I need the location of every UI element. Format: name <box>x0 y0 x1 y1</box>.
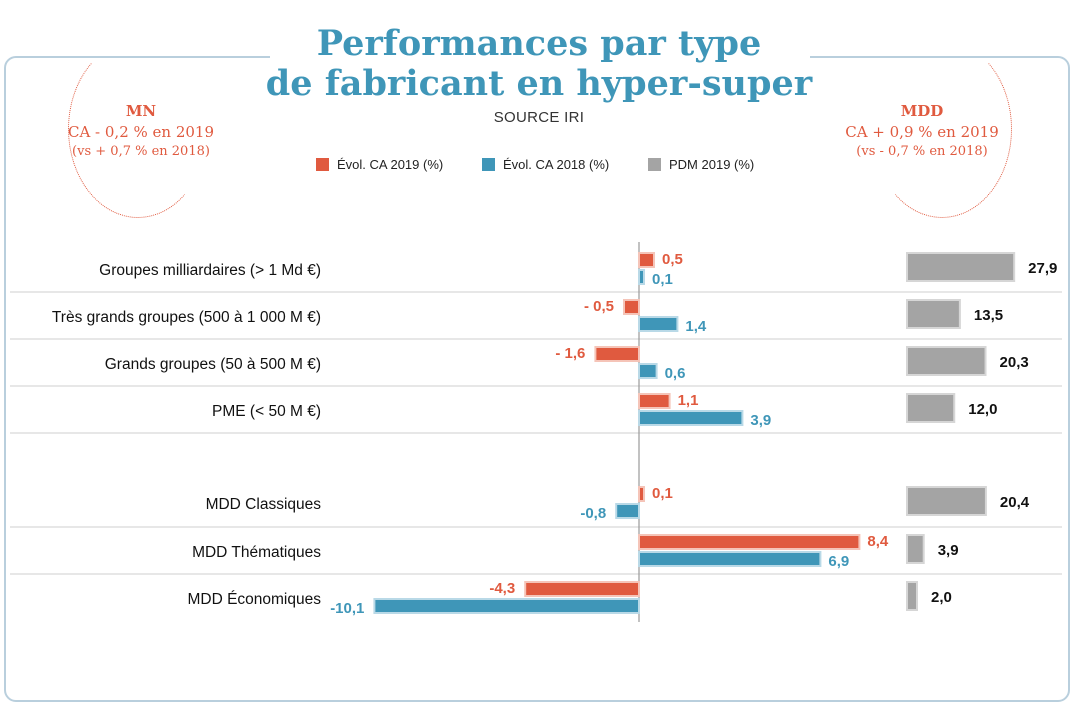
bar-evol-2019 <box>625 301 638 313</box>
value-label-evol-2018: 0,6 <box>665 365 686 382</box>
bar-evol-2019 <box>640 536 859 548</box>
value-label-evol-2019: 0,1 <box>652 485 673 502</box>
value-label-evol-2019: 1,1 <box>678 392 699 409</box>
value-label-pdm-2019: 27,9 <box>1028 260 1057 277</box>
value-label-evol-2018: 1,4 <box>685 318 707 335</box>
bar-evol-2018 <box>640 318 677 330</box>
bar-evol-2018 <box>375 600 638 612</box>
bar-evol-2019 <box>640 395 669 407</box>
category-label: PME (< 50 M €) <box>212 403 321 420</box>
bar-evol-2019 <box>640 488 643 500</box>
mdd-summary: MDD CA + 0,9 % en 2019 (vs - 0,7 % en 20… <box>822 100 1022 162</box>
mn-summary: MN CA - 0,2 % en 2019 (vs + 0,7 % en 201… <box>41 100 241 162</box>
mn-line-1: CA - 0,2 % en 2019 <box>67 123 215 141</box>
chart-source: SOURCE IRI <box>493 109 585 126</box>
value-label-pdm-2019: 3,9 <box>938 542 959 559</box>
legend-item-evol-2018: Évol. CA 2018 (%) <box>482 157 609 172</box>
legend-label-evol-2019: Évol. CA 2019 (%) <box>337 157 444 172</box>
value-label-pdm-2019: 13,5 <box>974 307 1003 324</box>
bar-pdm-2019 <box>908 254 1014 280</box>
bar-pdm-2019 <box>908 301 959 327</box>
mn-line-2: (vs + 0,7 % en 2018) <box>72 144 210 159</box>
bar-evol-2018 <box>640 365 656 377</box>
legend-label-pdm-2019: PDM 2019 (%) <box>669 157 755 172</box>
bar-evol-2018 <box>617 505 638 517</box>
value-label-evol-2018: -0,8 <box>580 505 606 522</box>
legend-item-pdm-2019: PDM 2019 (%) <box>648 157 754 172</box>
legend-item-evol-2019: Évol. CA 2019 (%) <box>316 157 443 172</box>
value-label-evol-2018: 3,9 <box>750 412 771 429</box>
value-label-pdm-2019: 2,0 <box>931 589 952 606</box>
value-label-evol-2018: 6,9 <box>828 553 849 570</box>
mn-arc-decoration <box>68 40 208 218</box>
title-background <box>270 20 810 104</box>
bar-evol-2019 <box>640 254 653 266</box>
category-label: Groupes milliardaires (> 1 Md €) <box>99 262 321 279</box>
value-label-evol-2019: - 0,5 <box>584 298 614 315</box>
category-label: MDD Économiques <box>187 591 321 608</box>
legend-swatch-evol-2018 <box>482 158 495 171</box>
bar-evol-2019 <box>596 348 638 360</box>
category-label: Grands groupes (50 à 500 M €) <box>105 356 321 373</box>
mn-heading: MN <box>125 102 157 120</box>
mdd-line-2: (vs - 0,7 % en 2018) <box>856 144 988 159</box>
mdd-arc-decoration <box>872 40 1012 218</box>
chart-legend: Évol. CA 2019 (%) Évol. CA 2018 (%) PDM … <box>0 157 1078 177</box>
bar-evol-2018 <box>640 271 643 283</box>
bar-evol-2018 <box>640 412 742 424</box>
title-line-2: de fabricant en hyper-super <box>265 63 813 104</box>
value-label-pdm-2019: 20,3 <box>1000 354 1029 371</box>
value-label-pdm-2019: 20,4 <box>1000 494 1030 511</box>
legend-swatch-evol-2019 <box>316 158 329 171</box>
mdd-heading: MDD <box>900 102 944 120</box>
title-line-1: Performances par type <box>316 23 762 64</box>
category-label: Très grands groupes (500 à 1 000 M €) <box>52 309 321 326</box>
value-label-evol-2019: 0,5 <box>662 251 683 268</box>
value-label-evol-2019: 8,4 <box>867 533 889 550</box>
bar-pdm-2019 <box>908 348 985 374</box>
value-label-evol-2018: -10,1 <box>330 600 364 617</box>
category-label: MDD Classiques <box>206 496 322 513</box>
value-label-pdm-2019: 12,0 <box>968 401 997 418</box>
legend-swatch-pdm-2019 <box>648 158 661 171</box>
bar-evol-2018 <box>640 553 820 565</box>
value-label-evol-2018: 0,1 <box>652 271 673 288</box>
bar-pdm-2019 <box>908 395 954 421</box>
category-label: MDD Thématiques <box>192 544 321 561</box>
value-label-evol-2019: -4,3 <box>489 580 515 597</box>
bar-pdm-2019 <box>908 536 923 562</box>
bar-evol-2019 <box>526 583 638 595</box>
chart-title: Performances par type de fabricant en hy… <box>0 24 1078 104</box>
bar-pdm-2019 <box>908 583 916 609</box>
value-label-evol-2019: - 1,6 <box>555 345 585 362</box>
legend-label-evol-2018: Évol. CA 2018 (%) <box>503 157 610 172</box>
bar-pdm-2019 <box>908 488 985 514</box>
mdd-line-1: CA + 0,9 % en 2019 <box>845 123 999 141</box>
